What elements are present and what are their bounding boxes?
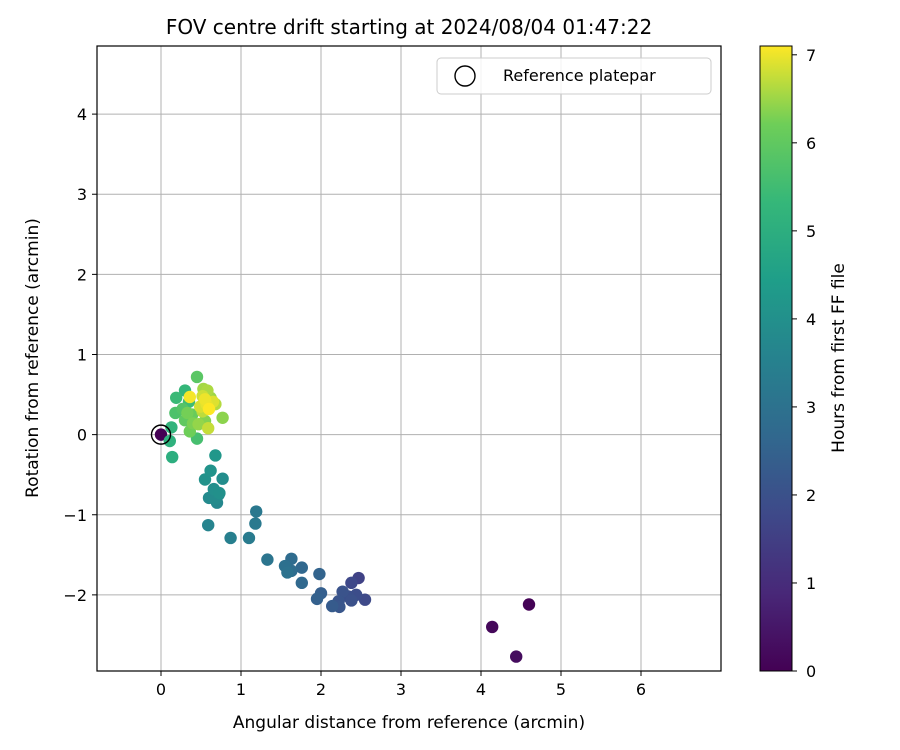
data-point bbox=[198, 473, 212, 486]
data-point bbox=[170, 391, 183, 404]
data-point bbox=[261, 553, 274, 566]
data-point bbox=[216, 472, 229, 485]
data-point bbox=[165, 421, 178, 434]
data-point bbox=[166, 450, 179, 464]
colorbar-tick-label: 4 bbox=[806, 310, 816, 329]
data-point bbox=[163, 434, 176, 448]
data-point bbox=[522, 598, 536, 611]
data-point bbox=[202, 518, 215, 532]
x-axis-label: Angular distance from reference (arcmin) bbox=[233, 713, 585, 733]
y-tick-label: 4 bbox=[77, 105, 87, 124]
y-axis-ticks: −2 −1 0 1 2 3 4 bbox=[63, 105, 97, 605]
y-tick-label: −1 bbox=[63, 506, 87, 525]
y-axis-label: Rotation from reference (arcmin) bbox=[23, 218, 43, 498]
x-tick-label: 3 bbox=[396, 680, 406, 699]
data-point bbox=[213, 486, 226, 500]
y-tick-label: 3 bbox=[77, 185, 87, 204]
legend-open-circle-icon bbox=[454, 65, 476, 87]
y-tick-label: 1 bbox=[77, 345, 87, 364]
colorbar-gradient bbox=[760, 46, 792, 671]
data-point bbox=[326, 599, 339, 613]
data-point bbox=[190, 370, 204, 384]
data-point bbox=[154, 428, 168, 441]
data-point bbox=[242, 531, 256, 545]
data-point bbox=[336, 585, 349, 598]
data-point bbox=[204, 464, 217, 477]
colorbar-tick-label: 6 bbox=[806, 134, 816, 153]
data-point bbox=[281, 566, 294, 579]
legend-box bbox=[436, 57, 712, 95]
colorbar-tick-label: 0 bbox=[806, 662, 816, 681]
data-point bbox=[216, 411, 229, 424]
x-tick-label: 2 bbox=[316, 680, 326, 699]
data-point bbox=[224, 531, 237, 545]
data-point bbox=[310, 592, 324, 606]
x-tick-label: 6 bbox=[636, 680, 646, 699]
legend-label: Reference platepar bbox=[503, 66, 656, 85]
legend: Reference platepar bbox=[436, 57, 712, 95]
data-point bbox=[202, 402, 216, 416]
chart-title: FOV centre drift starting at 2024/08/04 … bbox=[166, 15, 652, 39]
data-point bbox=[181, 406, 194, 420]
x-tick-label: 4 bbox=[476, 680, 486, 699]
colorbar-frame bbox=[759, 45, 793, 672]
data-point bbox=[209, 449, 222, 462]
data-point bbox=[295, 576, 308, 590]
data-point bbox=[202, 422, 215, 435]
data-point bbox=[345, 594, 358, 607]
y-tick-label: 0 bbox=[77, 426, 87, 445]
colorbar-tick-label: 7 bbox=[806, 46, 816, 65]
x-axis-ticks: 0 1 2 3 4 5 6 bbox=[156, 671, 646, 699]
colorbar-tick-label: 2 bbox=[806, 486, 816, 505]
data-point bbox=[249, 517, 262, 530]
data-point bbox=[198, 393, 212, 406]
data-point bbox=[313, 567, 326, 581]
data-point bbox=[295, 561, 308, 574]
data-point bbox=[183, 390, 196, 404]
data-point bbox=[510, 650, 523, 663]
colorbar: 0 1 2 3 4 5 6 7 Hours from first FF file bbox=[759, 45, 849, 681]
grid-lines bbox=[97, 46, 721, 671]
scatter-points bbox=[154, 370, 536, 663]
x-tick-label: 0 bbox=[156, 680, 166, 699]
y-tick-label: −2 bbox=[63, 586, 87, 605]
reference-platepar-marker bbox=[150, 424, 172, 445]
plot-frame bbox=[96, 45, 722, 672]
data-point bbox=[192, 418, 205, 431]
data-point bbox=[250, 505, 263, 518]
data-point bbox=[486, 620, 499, 634]
colorbar-label: Hours from first FF file bbox=[829, 263, 849, 453]
x-tick-label: 1 bbox=[236, 680, 246, 699]
data-point bbox=[345, 576, 358, 590]
colorbar-tick-label: 3 bbox=[806, 398, 816, 417]
colorbar-ticks: 0 1 2 3 4 5 6 7 bbox=[792, 46, 816, 681]
reference-marker-group bbox=[150, 424, 172, 445]
colorbar-tick-label: 1 bbox=[806, 574, 816, 593]
x-tick-label: 5 bbox=[556, 680, 566, 699]
y-tick-label: 2 bbox=[77, 265, 87, 284]
colorbar-tick-label: 5 bbox=[806, 222, 816, 241]
